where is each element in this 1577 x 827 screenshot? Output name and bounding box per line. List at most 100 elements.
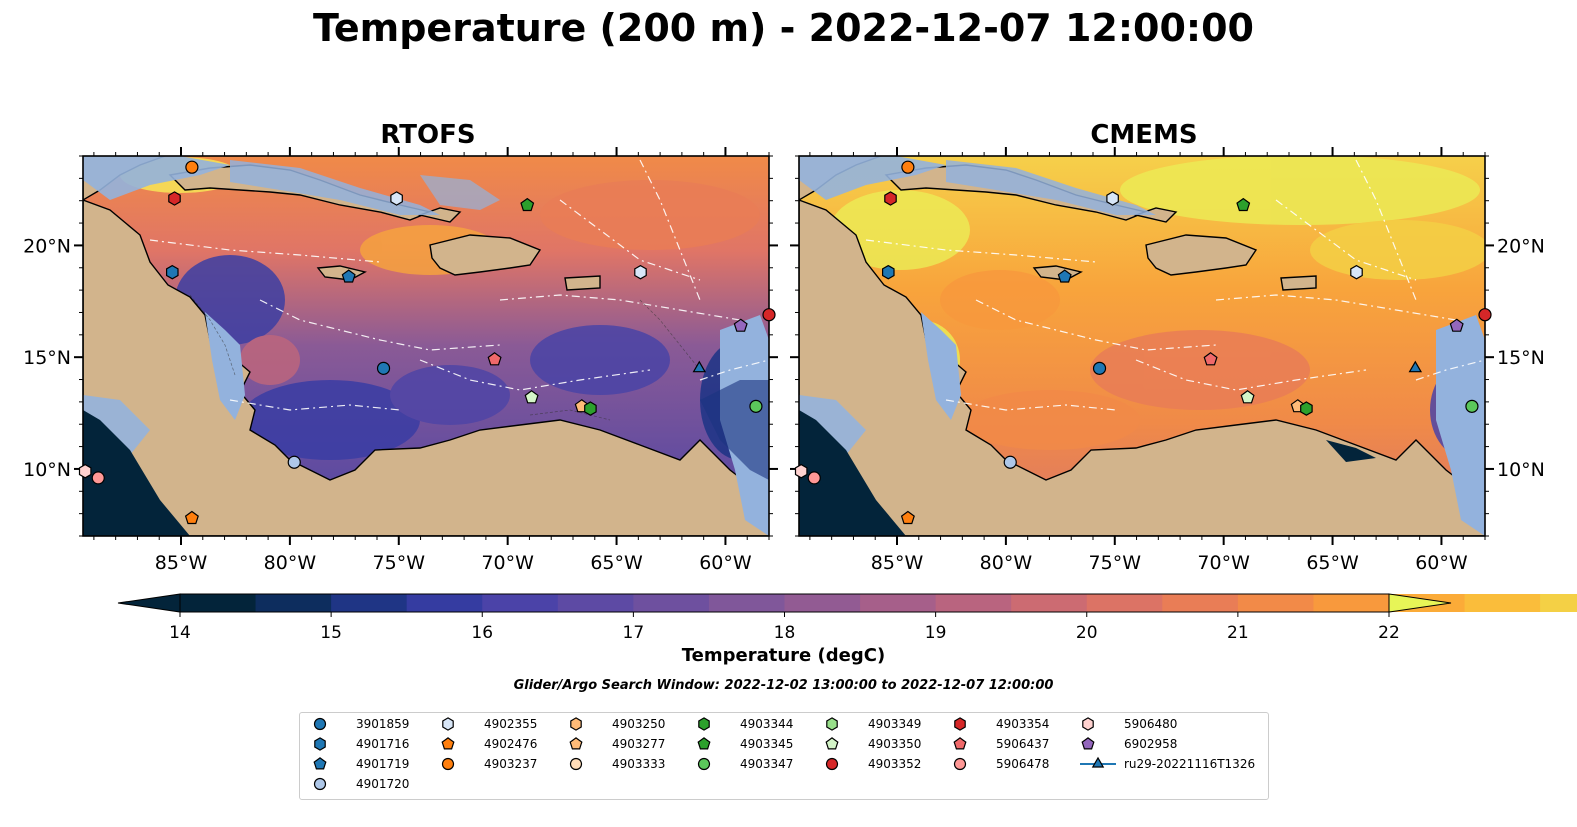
- lat-tick-label: 10°N: [23, 459, 71, 481]
- legend-marker-pentagon-icon: [569, 737, 583, 750]
- legend-label: 4903354: [996, 717, 1050, 731]
- legend-marker-hexagon-icon: [826, 717, 838, 731]
- legend-label: 5906480: [1124, 717, 1178, 731]
- legend-label: 4903333: [612, 757, 666, 771]
- legend-marker-pentagon-icon: [697, 737, 711, 750]
- lat-tick-label: 20°N: [23, 235, 71, 257]
- lat-tick-label: 15°N: [1497, 347, 1545, 369]
- colorbar: 14 15 16 17 18 19 20 21 22: [117, 593, 1577, 643]
- legend-marker-hexagon-icon: [954, 717, 966, 731]
- legend-label: 4903344: [740, 717, 794, 731]
- legend-marker: [826, 717, 838, 731]
- map-panel-cmems: [799, 156, 1485, 536]
- legend-marker-hexagon-icon: [698, 717, 710, 731]
- legend-marker: [1091, 756, 1105, 768]
- legend-marker-circle-icon: [825, 757, 839, 771]
- lon-tick-label: 60°W: [1415, 552, 1468, 574]
- legend-label: 3901859: [356, 717, 410, 731]
- colorbar-bin: [557, 594, 634, 612]
- lon-tick-label: 70°W: [481, 552, 534, 574]
- lon-tick-label: 65°W: [1306, 552, 1359, 574]
- legend-marker: [1082, 717, 1094, 731]
- legend-marker-circle-icon: [953, 757, 967, 771]
- colorbar-bin: [1237, 594, 1314, 612]
- lat-tick-label: 15°N: [23, 347, 71, 369]
- legend-marker: [570, 717, 582, 731]
- observation-marker-3901859: [1092, 361, 1107, 375]
- colorbar-bin: [935, 594, 1012, 612]
- colorbar-bin: [1086, 594, 1163, 612]
- lat-tick-label: 20°N: [1497, 235, 1545, 257]
- legend-label: 6902958: [1124, 737, 1178, 751]
- observation-marker-4903354: [884, 191, 897, 206]
- legend-marker-pentagon-icon: [953, 737, 967, 750]
- legend-marker: [697, 757, 711, 771]
- eez-boundaries: [149, 159, 769, 411]
- legend-marker: [442, 717, 454, 731]
- colorbar-bin: [1540, 594, 1577, 612]
- legend-marker: [441, 737, 455, 750]
- map-frame: [82, 155, 770, 537]
- colorbar-bin: [860, 594, 937, 612]
- observation-marker-4903354: [168, 191, 181, 206]
- observation-marker-5906478: [91, 471, 105, 485]
- colorbar-tick-label: 20: [1076, 623, 1098, 643]
- legend-label: 5906437: [996, 737, 1050, 751]
- observation-marker-4902476: [900, 510, 915, 525]
- lon-tick-label: 85°W: [155, 552, 208, 574]
- legend-label: 4902476: [484, 737, 538, 751]
- colorbar-bin: [255, 594, 332, 612]
- colorbar-bin: [1011, 594, 1088, 612]
- observation-marker-4903345: [520, 197, 535, 212]
- colorbar-tick-label: 17: [623, 623, 645, 643]
- colorbar-title: Temperature (degC): [681, 645, 886, 666]
- lon-tick-label: 80°W: [264, 552, 317, 574]
- legend-label: 4902355: [484, 717, 538, 731]
- legend-marker-pentagon-icon: [825, 737, 839, 750]
- legend-marker: [313, 777, 327, 791]
- shelf-waters: [799, 156, 1485, 536]
- observation-marker-4903347: [1465, 399, 1479, 413]
- legend-marker: [569, 737, 583, 750]
- observation-marker-4902355: [390, 191, 403, 206]
- panel-title-rtofs: RTOFS: [380, 120, 476, 150]
- colorbar-tick-label: 18: [774, 623, 796, 643]
- eez-boundaries: [865, 159, 1485, 411]
- legend-marker-circle-icon: [313, 777, 327, 791]
- legend-label: 4903350: [868, 737, 922, 751]
- legend-label: 4901719: [356, 757, 410, 771]
- legend-marker: [954, 717, 966, 731]
- colorbar-bin: [482, 594, 559, 612]
- legend-label: 4903345: [740, 737, 794, 751]
- legend-marker: [313, 717, 327, 731]
- colorbar-bin: [708, 594, 785, 612]
- shelf-waters: [83, 156, 769, 536]
- observation-marker-4901720: [1003, 455, 1017, 469]
- colorbar-bin: [1162, 594, 1239, 612]
- observation-marker-6902958: [1449, 318, 1464, 332]
- colorbar-tick-label: 21: [1227, 623, 1249, 643]
- observation-marker-4901716: [166, 264, 179, 280]
- legend-marker: [697, 737, 711, 750]
- panel-title-cmems: CMEMS: [1090, 120, 1198, 150]
- legend-label: 4903237: [484, 757, 538, 771]
- lon-tick-label: 75°W: [1089, 552, 1142, 574]
- legend-label: 4901720: [356, 777, 410, 791]
- observation-marker-4901716: [882, 264, 895, 280]
- legend-marker: [825, 757, 839, 771]
- legend-marker: [313, 757, 327, 770]
- observation-marker-5906480: [794, 463, 808, 479]
- observation-marker-5906437: [487, 352, 502, 366]
- colorbar-bin: [633, 594, 710, 612]
- legend-marker-hexagon-icon: [1082, 717, 1094, 731]
- lon-tick-label: 75°W: [373, 552, 426, 574]
- legend-label: 4901716: [356, 737, 410, 751]
- lon-tick-label: 85°W: [871, 552, 924, 574]
- colorbar-bin: [1313, 594, 1390, 612]
- legend: 3901859 4901716 4901719 4901720 4902355 49024…: [299, 712, 1269, 800]
- legend-label: 4903349: [868, 717, 922, 731]
- legend-marker-pentagon-icon: [1081, 737, 1095, 750]
- figure-title: Temperature (200 m) - 2022-12-07 12:00:0…: [312, 6, 1254, 50]
- observation-marker-4902355: [1350, 264, 1363, 280]
